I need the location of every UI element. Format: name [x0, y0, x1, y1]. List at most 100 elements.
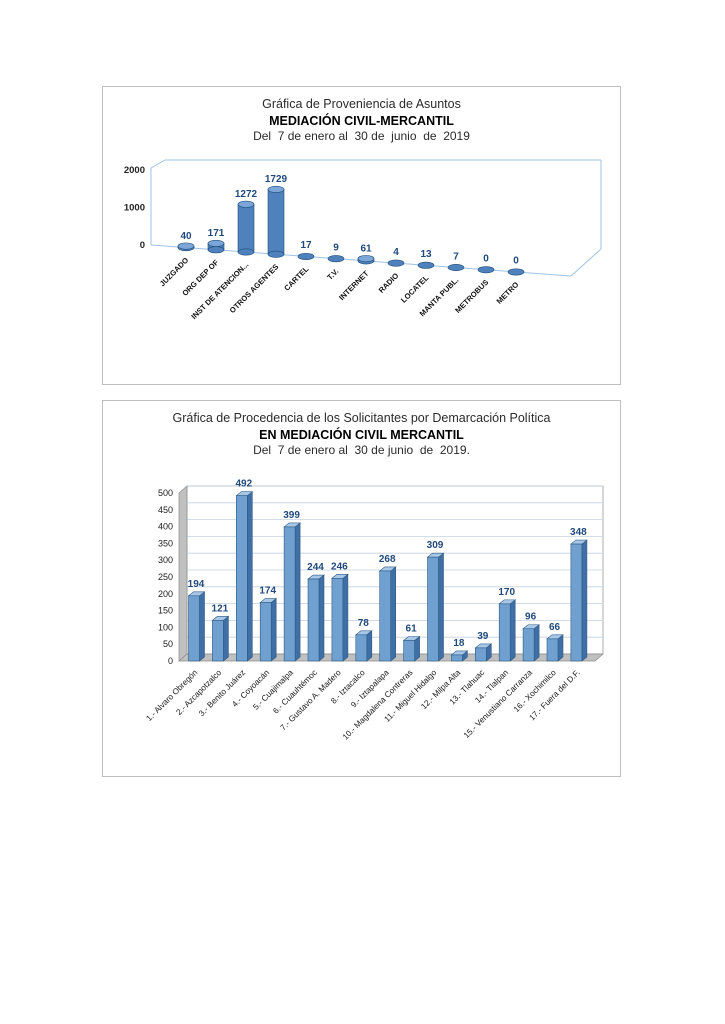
category-label: JUZGADO [158, 255, 191, 288]
plot-frame-line [570, 248, 602, 277]
value-label: 61 [406, 623, 418, 634]
value-label: 61 [360, 243, 372, 254]
bar [331, 577, 344, 662]
category-label: INST DE ATENCION... [189, 260, 250, 321]
value-label: 309 [427, 540, 444, 551]
bar [237, 203, 255, 253]
y-tick-label: 100 [158, 622, 173, 632]
bar-zero [387, 259, 405, 267]
value-label: 399 [283, 510, 300, 521]
bar-side-face [270, 597, 277, 662]
y-tick-label: 300 [158, 555, 173, 565]
value-label: 246 [331, 561, 348, 572]
chart2-subtitle: EN MEDIACIÓN CIVIL MERCANTIL [259, 427, 464, 442]
bar-side-face [318, 574, 325, 662]
bar-zero [297, 252, 315, 260]
value-label: 1729 [265, 174, 288, 185]
bar [474, 647, 487, 662]
value-label: 268 [379, 554, 396, 565]
bar [307, 578, 320, 662]
bar-side-face [390, 566, 397, 662]
bar [379, 570, 392, 662]
value-label: 40 [180, 231, 192, 242]
value-label: 0 [513, 256, 519, 267]
plot-frame-line [150, 159, 166, 169]
y-tick-label: 400 [158, 521, 173, 531]
value-label: 121 [212, 603, 229, 614]
bar-side-face [533, 623, 540, 662]
bar-side-face [199, 591, 205, 662]
bar [283, 526, 296, 662]
bar-base [267, 250, 285, 258]
category-label: METRO [495, 280, 521, 306]
y-tick-label: 0 [140, 240, 145, 251]
bar-base [237, 248, 255, 256]
value-label: 66 [549, 622, 561, 633]
bar-zero [417, 261, 435, 269]
bar-side-face [366, 629, 373, 662]
y-tick-label: 1000 [124, 202, 145, 213]
bar-top [177, 242, 195, 250]
value-label: 492 [235, 479, 252, 490]
value-label: 96 [525, 612, 537, 623]
bar-side-face [581, 539, 588, 662]
bar-zero [477, 266, 495, 274]
bar [259, 602, 272, 662]
bar [451, 654, 463, 662]
category-label: LOCATEL [399, 273, 431, 305]
value-label: 9 [333, 242, 339, 253]
y-tick-label: 0 [168, 656, 173, 666]
bar [267, 188, 285, 255]
value-label: 18 [453, 638, 465, 649]
chart1-title: Gráfica de Proveniencia de Asuntos [262, 97, 461, 111]
bar-side-face [223, 615, 229, 662]
bar [236, 495, 248, 662]
value-label: 244 [307, 562, 324, 573]
bar-side-face [438, 552, 444, 662]
bar-side-face [294, 522, 301, 662]
chart-panel-proveniencia: Gráfica de Proveniencia de Asuntos MEDIA… [102, 86, 621, 385]
bar-zero [507, 268, 525, 276]
value-label: 0 [483, 253, 489, 264]
value-label: 194 [188, 579, 205, 590]
bar-side-face [342, 573, 349, 662]
category-label: CARTEL [282, 264, 310, 292]
bar [427, 556, 439, 662]
bar [403, 640, 415, 662]
value-label: 1272 [235, 189, 258, 200]
bar-top [267, 185, 285, 193]
value-label: 4 [393, 247, 399, 258]
bar-zero [327, 254, 345, 262]
chart1-period: Del 7 de enero al 30 de junio de 2019 [253, 129, 470, 143]
value-label: 348 [570, 527, 587, 538]
bar-top [357, 254, 375, 262]
bar-top [207, 239, 225, 247]
y-tick-label: 350 [158, 538, 173, 548]
y-tick-label: 50 [163, 639, 173, 649]
category-label: T.V. [325, 267, 340, 282]
bar-side-face [557, 634, 564, 662]
y-tick-label: 500 [158, 488, 173, 498]
value-label: 17 [300, 240, 312, 251]
y-tick-label: 200 [158, 589, 173, 599]
value-label: 13 [420, 249, 432, 260]
y-tick-label: 2000 [124, 165, 145, 176]
bar [188, 595, 200, 662]
bar [212, 619, 224, 662]
y-tick-label: 150 [158, 605, 173, 615]
chart-panel-demarcacion: Gráfica de Procedencia de los Solicitant… [102, 400, 621, 777]
y-tick-label: 250 [158, 572, 173, 582]
value-label: 78 [358, 618, 370, 629]
bar [498, 603, 511, 662]
value-label: 39 [477, 631, 489, 642]
category-label: RADIO [377, 271, 401, 295]
plot-side-wall [178, 485, 188, 662]
chart1-subtitle: MEDIACIÓN CIVIL-MERCANTIL [269, 113, 454, 128]
bar-base [207, 246, 225, 254]
bar [355, 634, 368, 662]
bar [522, 628, 535, 662]
chart2-title: Gráfica de Procedencia de los Solicitant… [172, 411, 551, 425]
bar [570, 543, 583, 662]
